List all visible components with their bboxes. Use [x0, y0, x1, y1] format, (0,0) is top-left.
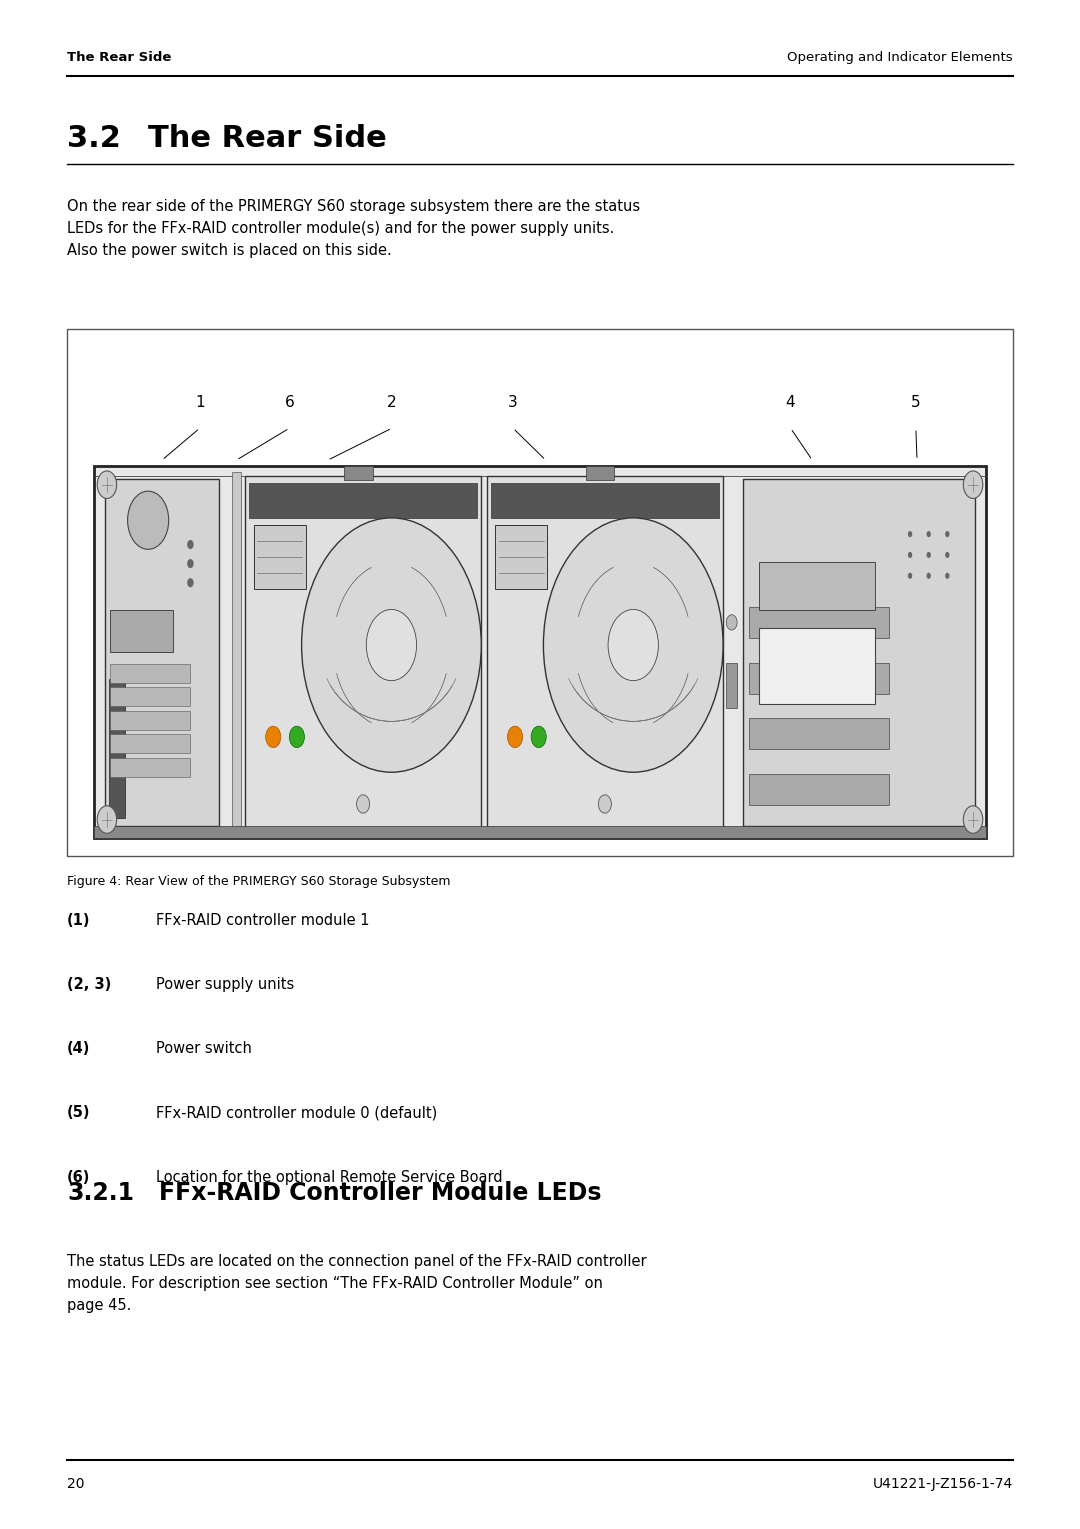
Circle shape [187, 560, 193, 569]
Text: 3.2.1: 3.2.1 [67, 1182, 134, 1205]
Bar [110, 758, 190, 777]
Circle shape [97, 806, 117, 833]
Text: FFx-RAID controller module 0 (default): FFx-RAID controller module 0 (default) [156, 1105, 436, 1121]
Circle shape [356, 795, 369, 813]
Bar [249, 483, 477, 518]
Circle shape [727, 615, 738, 630]
Bar [496, 524, 548, 589]
Circle shape [927, 573, 931, 579]
Bar [67, 329, 1013, 856]
Text: (4): (4) [67, 1041, 91, 1057]
Text: Figure 4: Rear View of the PRIMERGY S60 Storage Subsystem: Figure 4: Rear View of the PRIMERGY S60 … [67, 875, 450, 888]
Bar [94, 466, 986, 838]
Circle shape [266, 726, 281, 748]
Bar [759, 561, 875, 610]
Text: Power switch: Power switch [156, 1041, 252, 1057]
Circle shape [508, 726, 523, 748]
Circle shape [301, 518, 482, 772]
Bar [345, 466, 373, 480]
Bar [750, 607, 889, 638]
Circle shape [127, 491, 168, 549]
Bar [232, 472, 241, 832]
Circle shape [97, 471, 117, 498]
Bar [110, 711, 190, 729]
Text: Operating and Indicator Elements: Operating and Indicator Elements [787, 50, 1013, 64]
Circle shape [531, 726, 546, 748]
Text: Power supply units: Power supply units [156, 977, 294, 992]
Bar [487, 476, 724, 829]
Circle shape [908, 573, 913, 579]
Circle shape [963, 806, 983, 833]
Text: 4: 4 [786, 394, 795, 410]
Text: The status LEDs are located on the connection panel of the FFx-RAID controller
m: The status LEDs are located on the conne… [67, 1254, 647, 1313]
Text: 2: 2 [388, 394, 396, 410]
Text: The Rear Side: The Rear Side [67, 50, 172, 64]
Circle shape [945, 552, 949, 558]
Circle shape [187, 578, 193, 587]
Text: 6: 6 [284, 394, 295, 410]
Text: (6): (6) [67, 1170, 91, 1185]
Text: On the rear side of the PRIMERGY S60 storage subsystem there are the status
LEDs: On the rear side of the PRIMERGY S60 sto… [67, 199, 640, 258]
Text: 3: 3 [508, 394, 518, 410]
Text: The Rear Side: The Rear Side [148, 124, 387, 153]
Circle shape [908, 552, 913, 558]
Text: U41221-J-Z156-1-74: U41221-J-Z156-1-74 [873, 1477, 1013, 1491]
Circle shape [289, 726, 305, 748]
Circle shape [543, 518, 724, 772]
Text: 20: 20 [67, 1477, 84, 1491]
Bar [743, 479, 975, 826]
Circle shape [598, 795, 611, 813]
Circle shape [963, 471, 983, 498]
Bar [110, 687, 190, 706]
Bar [110, 610, 173, 651]
Text: FFx-RAID Controller Module LEDs: FFx-RAID Controller Module LEDs [159, 1182, 602, 1205]
Bar [586, 466, 615, 480]
Circle shape [908, 531, 913, 537]
Text: (1): (1) [67, 913, 91, 928]
Text: (2, 3): (2, 3) [67, 977, 111, 992]
Circle shape [945, 573, 949, 579]
Text: (5): (5) [67, 1105, 91, 1121]
Circle shape [187, 540, 193, 549]
Bar [759, 628, 875, 705]
Circle shape [927, 552, 931, 558]
Bar [110, 664, 190, 682]
Circle shape [366, 610, 417, 680]
Bar [105, 479, 219, 826]
Bar [750, 719, 889, 749]
Circle shape [608, 610, 659, 680]
Bar [491, 483, 719, 518]
Bar [94, 826, 986, 838]
Text: 1: 1 [195, 394, 204, 410]
Bar [750, 662, 889, 694]
Circle shape [945, 531, 949, 537]
Text: 5: 5 [912, 394, 920, 410]
Text: FFx-RAID controller module 1: FFx-RAID controller module 1 [156, 913, 369, 928]
Bar [727, 664, 738, 708]
Text: Location for the optional Remote Service Board: Location for the optional Remote Service… [156, 1170, 502, 1185]
Bar [750, 774, 889, 804]
Bar [254, 524, 306, 589]
Circle shape [927, 531, 931, 537]
Bar [110, 734, 190, 754]
Bar [245, 476, 482, 829]
Text: 3.2: 3.2 [67, 124, 121, 153]
Bar [109, 679, 125, 818]
